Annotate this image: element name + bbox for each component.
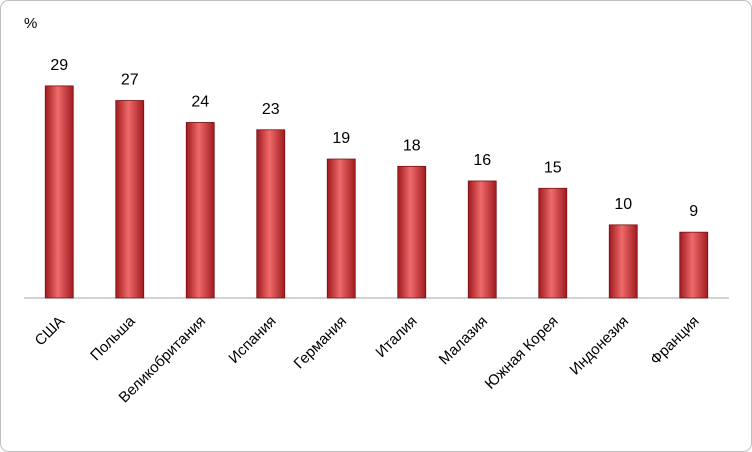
value-label: 24	[191, 93, 209, 110]
value-label: 9	[689, 203, 698, 220]
bar	[467, 180, 497, 299]
value-label: 27	[121, 72, 139, 89]
value-label: 16	[473, 152, 491, 169]
bar	[538, 187, 568, 299]
y-axis-label: %	[24, 15, 37, 32]
value-label: 19	[332, 130, 350, 147]
bar	[397, 165, 427, 299]
bar	[256, 129, 286, 299]
bar	[679, 231, 709, 299]
value-label: 18	[403, 137, 421, 154]
value-label: 10	[614, 196, 632, 213]
bar	[44, 85, 74, 299]
value-label: 15	[544, 159, 562, 176]
value-label: 23	[262, 101, 280, 118]
value-label: 29	[50, 57, 68, 74]
bar	[115, 100, 145, 299]
bar	[326, 158, 356, 299]
bar	[608, 224, 638, 299]
bar	[185, 122, 215, 299]
